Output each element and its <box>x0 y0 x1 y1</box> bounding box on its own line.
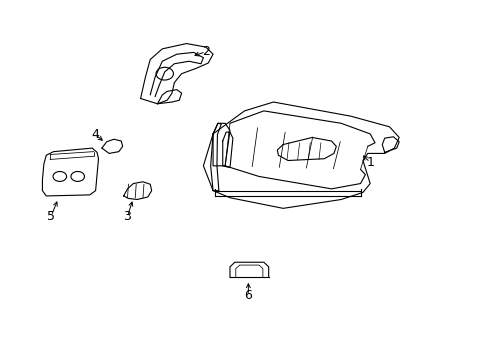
Text: 2: 2 <box>202 45 209 58</box>
Text: 3: 3 <box>123 210 131 222</box>
Text: 5: 5 <box>47 210 55 222</box>
Text: 4: 4 <box>91 128 100 141</box>
Text: 1: 1 <box>366 156 373 169</box>
Text: 6: 6 <box>244 289 252 302</box>
